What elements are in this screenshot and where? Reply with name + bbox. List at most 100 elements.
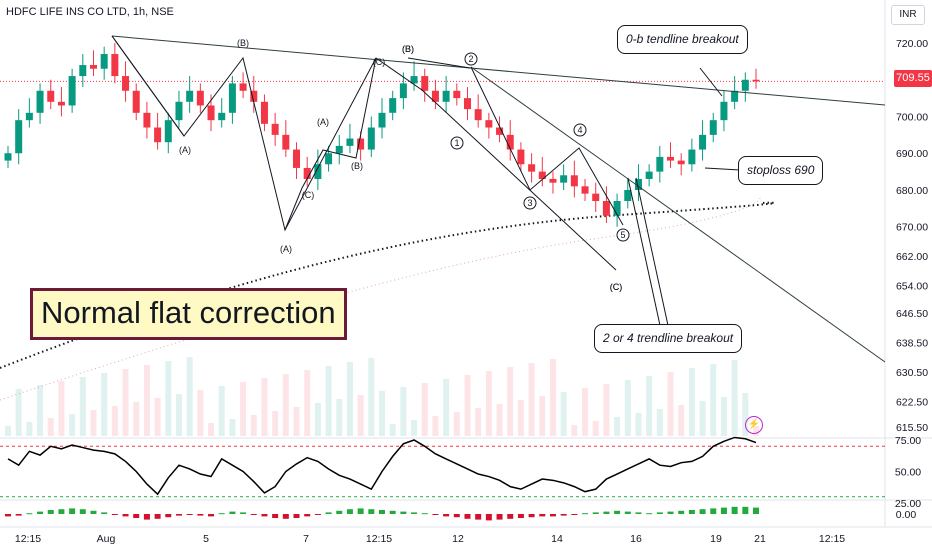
volume-bar: [101, 373, 108, 436]
volume-bar: [175, 394, 182, 436]
candle-body: [250, 90, 258, 102]
lightning-icon[interactable]: ⚡: [745, 416, 763, 434]
candle-body: [389, 98, 397, 113]
histogram-bar: [464, 514, 471, 519]
candle-body: [325, 153, 333, 165]
x-tick-label: 16: [630, 533, 642, 545]
histogram-bar: [710, 508, 717, 514]
wave-label: (B): [402, 44, 414, 54]
candle-body: [335, 145, 343, 154]
candle-body: [367, 127, 375, 150]
volume-bar: [336, 399, 343, 436]
y-tick-label: 646.50: [896, 308, 928, 320]
histogram-bar: [346, 509, 353, 514]
volume-bar: [389, 424, 396, 436]
wave-circle: [616, 228, 630, 242]
histogram-bar: [389, 510, 396, 514]
candle-body: [613, 201, 621, 216]
candle-body: [346, 138, 354, 146]
histogram-bar: [539, 514, 546, 517]
wave-label: (C): [610, 282, 623, 292]
volume-bar: [165, 361, 172, 436]
histogram-bar: [165, 514, 172, 518]
wave-label: (C): [302, 190, 315, 200]
volume-bar: [496, 404, 503, 436]
candle-body: [549, 178, 557, 183]
histogram-bar: [411, 512, 418, 514]
volume-bar: [603, 384, 610, 436]
volume-bar: [357, 395, 364, 436]
histogram-bar: [314, 514, 321, 515]
histogram-bar: [272, 514, 279, 518]
wave-label: 1: [454, 138, 459, 148]
last-price-tag: 709.55: [894, 70, 932, 87]
candle-body: [667, 156, 675, 161]
histogram-bar: [143, 514, 150, 520]
histogram-bar: [101, 512, 108, 514]
histogram-bar: [15, 514, 22, 516]
x-tick-label: 21: [754, 533, 766, 545]
x-tick-label: 12: [452, 533, 464, 545]
histogram-bar: [699, 509, 706, 514]
moving-averages: [0, 80, 885, 401]
candle-body: [68, 76, 76, 106]
y-tick-label: 720.00: [896, 38, 928, 50]
wave-path: [704, 167, 741, 171]
wave-label: (A): [317, 117, 329, 127]
candle-body: [592, 193, 600, 202]
y-tick-label: 630.50: [896, 367, 928, 379]
currency-button[interactable]: INR: [891, 5, 925, 25]
histogram-bar: [592, 512, 599, 514]
candle-body: [47, 90, 55, 102]
callout-bottom: 2 or 4 trendline breakout: [594, 324, 743, 353]
volume-bar: [453, 412, 460, 436]
histogram-bar: [603, 511, 610, 514]
histogram-bar: [656, 512, 663, 514]
wave-path: [627, 177, 662, 331]
volume-bar: [272, 411, 279, 436]
candle-body: [15, 120, 23, 154]
volume-bar: [549, 359, 556, 436]
candle-body: [474, 109, 482, 121]
candle-body: [496, 127, 504, 135]
volume-bar: [688, 368, 695, 436]
candle-body: [122, 76, 130, 91]
wave-path: [635, 177, 670, 331]
x-tick-label: 7: [303, 533, 309, 545]
histogram-bar: [208, 514, 215, 517]
wave-label: 3: [527, 198, 532, 208]
volume-bar: [5, 426, 11, 436]
candle-body: [645, 171, 653, 179]
candle-body: [528, 164, 536, 172]
volume-bar: [47, 418, 54, 436]
volume-bar: [143, 365, 150, 436]
volume-bar: [218, 386, 225, 436]
volume-bar: [325, 366, 332, 436]
volume-bar: [517, 400, 524, 436]
volume-bar: [240, 382, 247, 436]
volume-bar: [79, 377, 86, 436]
candle-body: [303, 167, 311, 179]
candle-body: [581, 186, 589, 194]
candle-body: [741, 79, 749, 91]
candle-body: [442, 90, 450, 102]
candle-body: [175, 101, 183, 121]
volume-bar: [464, 375, 471, 436]
y-tick-label: 615.50: [896, 422, 928, 434]
candle-body: [560, 175, 568, 183]
y-tick-label: 662.00: [896, 251, 928, 263]
x-tick-label: 14: [551, 533, 563, 545]
histogram-bar: [5, 514, 11, 517]
histogram-bar: [37, 511, 44, 514]
volume-bar: [571, 425, 578, 436]
histogram-bar: [624, 511, 631, 514]
y-tick-label: 622.50: [896, 396, 928, 408]
volume-bar: [111, 406, 118, 436]
candle-body: [431, 90, 439, 102]
candle-body: [164, 120, 172, 143]
y-tick-label: 680.00: [896, 185, 928, 197]
candles: [4, 43, 760, 227]
volume-bar: [731, 360, 738, 436]
